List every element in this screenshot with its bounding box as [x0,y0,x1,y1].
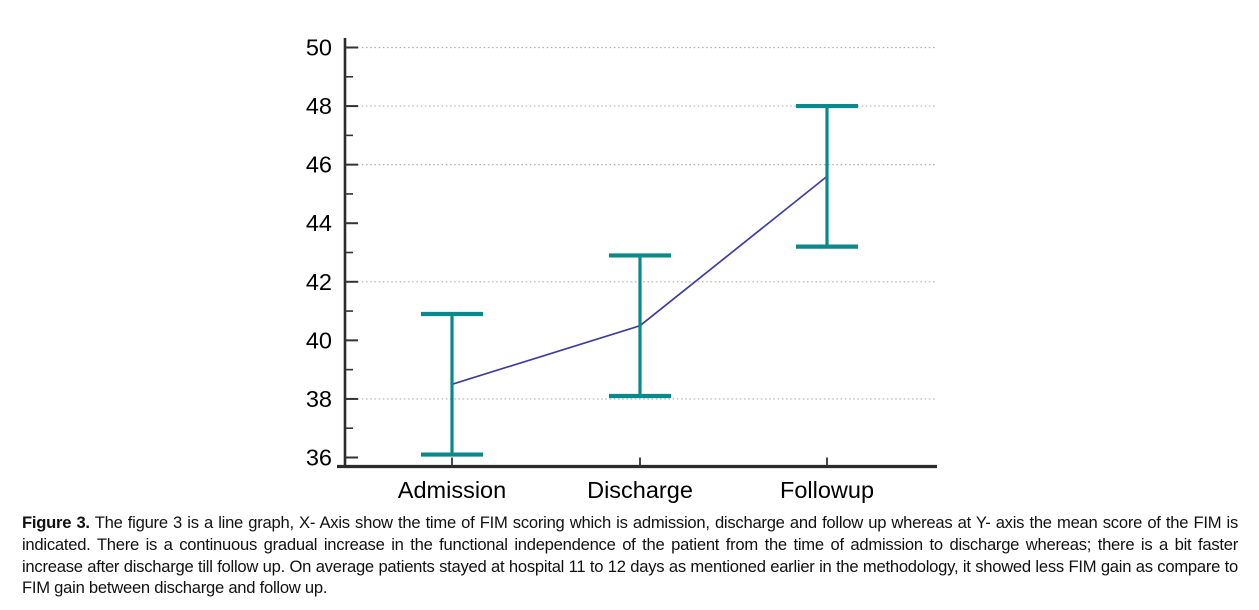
y-tick-label: 42 [306,269,332,295]
figure-caption-text: The figure 3 is a line graph, X- Axis sh… [22,513,1238,598]
y-tick-label: 40 [306,327,332,353]
y-tick-label: 48 [306,93,332,119]
y-tick-label: 46 [306,152,332,178]
y-tick-label: 36 [306,445,332,471]
fim-line-chart: 36 38 40 42 44 46 48 50 Admission Discharge Follow… [306,35,937,503]
figure-caption: Figure 3. The figure 3 is a line graph, … [22,512,1238,599]
chart-area: 36 38 40 42 44 46 48 50 Admission Discharge Follow… [306,35,937,503]
x-category-label: Admission [398,477,506,503]
y-tick-label: 44 [306,210,332,236]
figure-caption-label: Figure 3. [22,513,90,532]
x-category-label: Followup [780,477,874,503]
x-category-label: Discharge [587,477,693,503]
y-tick-label: 50 [306,35,332,61]
y-tick-label: 38 [306,386,332,412]
